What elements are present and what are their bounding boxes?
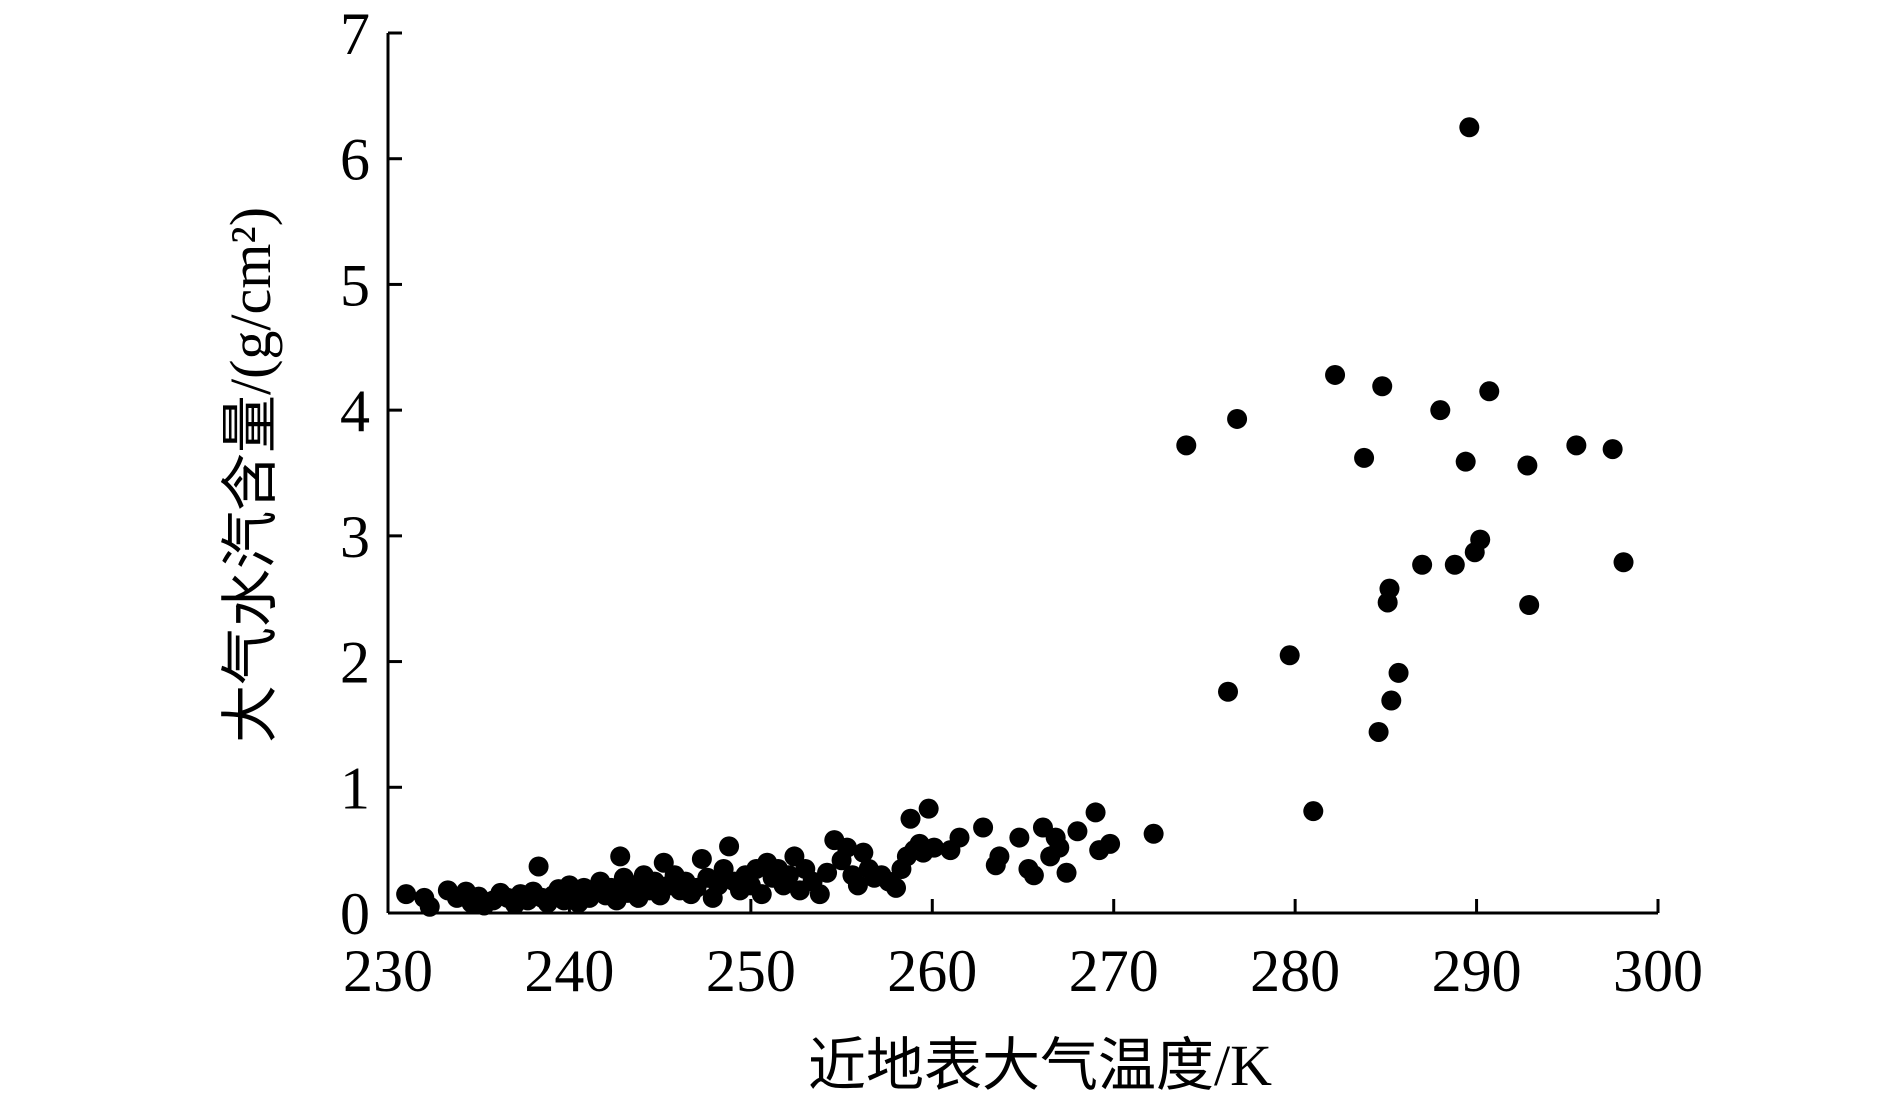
data-point	[396, 884, 417, 905]
data-point	[1354, 447, 1375, 468]
y-tick-label: 4	[340, 378, 370, 444]
y-tick-label: 0	[340, 881, 370, 947]
data-point	[1602, 439, 1623, 460]
x-axis-title: 近地表大气温度/K	[808, 1033, 1272, 1098]
data-point	[809, 884, 830, 905]
y-tick-label: 2	[340, 630, 370, 696]
data-point	[778, 865, 799, 886]
data-point	[1613, 552, 1634, 573]
y-axis-title: 大气水汽含量/(g/cm²)	[218, 207, 283, 743]
data-point	[1279, 645, 1300, 666]
x-tick-label: 230	[343, 938, 433, 1004]
data-point	[1372, 376, 1393, 397]
data-point	[691, 848, 712, 869]
data-point	[1379, 578, 1400, 599]
data-point	[1519, 595, 1540, 615]
data-point	[853, 842, 874, 863]
data-point	[610, 846, 631, 867]
data-point	[1388, 662, 1409, 683]
data-point	[1218, 681, 1239, 702]
x-tick-label: 260	[887, 938, 977, 1004]
data-point	[918, 798, 939, 819]
data-point	[1100, 833, 1121, 854]
data-point	[1368, 721, 1389, 742]
data-point	[1412, 554, 1433, 575]
data-point	[886, 877, 906, 898]
ticks-layer: 230 240 250 260 270 280 290 300 0 1 2 3 4 5 6 7	[340, 1, 1703, 1004]
data-point	[1517, 455, 1538, 476]
data-point	[817, 862, 838, 883]
data-point	[1444, 554, 1465, 575]
x-tick-label: 250	[706, 938, 796, 1004]
data-point	[751, 884, 772, 905]
data-point	[989, 846, 1010, 867]
y-tick-label: 5	[340, 252, 370, 318]
data-point	[924, 837, 945, 858]
y-tick-label: 6	[340, 127, 370, 193]
data-point	[973, 817, 994, 838]
data-point	[1049, 837, 1070, 858]
data-point	[1023, 865, 1044, 886]
data-point	[1303, 801, 1324, 822]
data-point	[708, 875, 729, 896]
x-tick-label: 240	[524, 938, 614, 1004]
data-point	[1176, 435, 1197, 456]
data-point	[949, 827, 970, 848]
axes-layer	[386, 33, 1658, 915]
data-point	[847, 875, 868, 896]
x-tick-label: 300	[1613, 938, 1703, 1004]
data-point	[1325, 364, 1346, 385]
data-point	[1009, 827, 1030, 848]
y-tick-label: 1	[340, 755, 370, 821]
data-point	[1381, 690, 1402, 711]
data-point	[1430, 400, 1451, 421]
points-layer	[396, 117, 1634, 917]
data-point	[719, 836, 740, 857]
data-point	[1479, 381, 1500, 402]
data-point	[1455, 451, 1476, 472]
data-point	[1227, 408, 1248, 429]
data-point	[900, 808, 921, 829]
data-point	[837, 837, 858, 858]
y-tick-label: 7	[340, 1, 370, 67]
data-point	[1566, 435, 1587, 456]
x-tick-label: 270	[1069, 938, 1159, 1004]
y-tick-label: 3	[340, 504, 370, 570]
data-point	[1143, 823, 1164, 844]
data-point	[1056, 862, 1077, 883]
data-point	[1459, 117, 1480, 138]
data-point	[1067, 821, 1088, 842]
data-point	[528, 856, 549, 877]
data-point	[1085, 802, 1106, 823]
x-tick-label: 290	[1432, 938, 1522, 1004]
x-tick-label: 280	[1250, 938, 1340, 1004]
data-point	[1470, 529, 1491, 550]
